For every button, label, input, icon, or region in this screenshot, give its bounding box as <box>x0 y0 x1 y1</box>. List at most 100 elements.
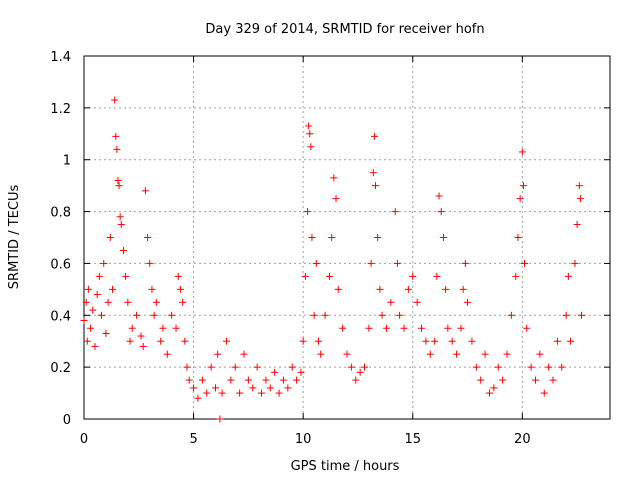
data-point <box>240 350 248 358</box>
data-point <box>485 389 493 397</box>
data-point <box>172 324 180 332</box>
y-tick-label: 0 <box>63 413 71 428</box>
data-point <box>521 259 529 267</box>
data-point <box>468 337 476 345</box>
data-point <box>253 363 261 371</box>
x-tick-label: 10 <box>295 432 312 447</box>
data-point <box>168 311 176 319</box>
data-point <box>422 337 430 345</box>
data-point <box>518 148 526 156</box>
data-point <box>112 132 120 140</box>
data-point <box>435 192 443 200</box>
data-point <box>325 272 333 280</box>
data-point <box>378 311 386 319</box>
data-point <box>227 376 235 384</box>
data-point <box>117 221 125 229</box>
data-point <box>150 311 158 319</box>
data-point <box>347 363 355 371</box>
data-point <box>448 337 456 345</box>
data-point <box>100 259 108 267</box>
data-point <box>108 285 116 293</box>
data-point <box>382 324 390 332</box>
data-point <box>352 376 360 384</box>
x-tick-label: 0 <box>80 432 88 447</box>
data-point <box>231 363 239 371</box>
data-point <box>190 384 198 392</box>
data-point <box>163 350 171 358</box>
chart-title: Day 329 of 2014, SRMTID for receiver hof… <box>205 22 484 37</box>
data-point <box>413 298 421 306</box>
y-tick-label: 0.2 <box>50 361 71 376</box>
data-point <box>218 389 226 397</box>
data-point <box>371 182 379 190</box>
data-point <box>396 311 404 319</box>
data-point <box>306 130 314 138</box>
data-point <box>82 298 90 306</box>
data-point <box>301 272 309 280</box>
y-tick-label: 0.8 <box>50 206 71 221</box>
data-point <box>409 272 417 280</box>
x-tick-label: 5 <box>189 432 197 447</box>
x-tick-label: 15 <box>404 432 421 447</box>
data-point <box>148 285 156 293</box>
data-point <box>304 208 312 216</box>
data-point <box>516 195 524 203</box>
data-point <box>426 350 434 358</box>
data-point <box>299 337 307 345</box>
data-point <box>553 337 561 345</box>
data-point <box>321 311 329 319</box>
data-point <box>576 195 584 203</box>
data-point <box>564 272 572 280</box>
y-tick-label: 1.2 <box>50 102 71 117</box>
data-point <box>519 182 527 190</box>
data-point <box>102 329 110 337</box>
data-point <box>128 324 136 332</box>
data-point <box>279 376 287 384</box>
data-point <box>477 376 485 384</box>
data-point <box>203 389 211 397</box>
data-point <box>113 145 121 153</box>
data-point <box>80 316 88 324</box>
data-point <box>481 350 489 358</box>
data-point <box>89 306 97 314</box>
data-point <box>540 389 548 397</box>
data-point <box>183 363 191 371</box>
data-point <box>376 285 384 293</box>
data-point <box>146 259 154 267</box>
data-point <box>216 415 224 423</box>
data-point <box>461 259 469 267</box>
data-point <box>339 324 347 332</box>
data-point <box>334 285 342 293</box>
data-point <box>293 376 301 384</box>
data-point <box>157 337 165 345</box>
data-point <box>122 272 130 280</box>
grid-lines <box>84 56 610 419</box>
data-point <box>194 394 202 402</box>
data-point <box>393 259 401 267</box>
data-point <box>433 272 441 280</box>
data-point <box>472 363 480 371</box>
data-point <box>490 384 498 392</box>
data-point <box>214 350 222 358</box>
data-point <box>439 234 447 241</box>
data-point <box>562 311 570 319</box>
data-point <box>343 350 351 358</box>
data-point <box>367 259 375 267</box>
data-point <box>464 298 472 306</box>
data-point <box>207 363 215 371</box>
data-point <box>459 285 467 293</box>
data-point <box>315 337 323 345</box>
data-point <box>361 363 369 371</box>
y-tick-label: 0.4 <box>50 309 71 324</box>
data-point <box>549 376 557 384</box>
data-point <box>307 143 315 151</box>
data-point <box>573 221 581 229</box>
data-point <box>365 324 373 332</box>
data-point <box>139 342 147 350</box>
data-point <box>222 337 230 345</box>
data-point <box>400 324 408 332</box>
y-tick-label: 1 <box>63 154 71 169</box>
data-point <box>387 298 395 306</box>
data-point <box>258 389 266 397</box>
